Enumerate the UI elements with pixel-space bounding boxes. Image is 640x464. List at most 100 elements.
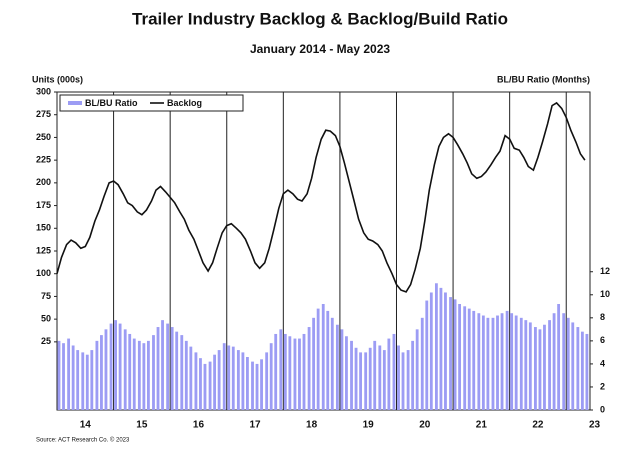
ratio-bar <box>401 352 405 410</box>
ratio-bar <box>330 317 334 410</box>
ratio-bar <box>566 317 570 410</box>
ratio-bar <box>166 323 170 410</box>
ratio-bar <box>175 331 179 410</box>
ratio-bar <box>213 354 217 410</box>
ratio-bar <box>128 333 132 410</box>
ratio-bar <box>534 327 537 410</box>
ratio-bar <box>524 320 528 410</box>
ratio-bar <box>439 287 443 410</box>
y-tick-label: 100 <box>36 268 51 278</box>
ratio-bar <box>514 315 518 410</box>
x-tick-label: 20 <box>419 420 431 431</box>
ratio-bar <box>274 333 278 410</box>
ratio-bar <box>326 310 330 410</box>
legend-label: Backlog <box>167 98 202 108</box>
y2-tick-label: 6 <box>600 335 605 345</box>
y2-axis-label: BL/BU Ratio (Months) <box>497 74 590 84</box>
ratio-bar <box>425 300 429 410</box>
ratio-bar <box>458 304 462 410</box>
x-tick-label: 16 <box>193 420 205 431</box>
ratio-bar <box>538 329 542 410</box>
ratio-bar <box>251 361 254 410</box>
ratio-bar <box>104 329 108 410</box>
ratio-bar <box>335 324 339 410</box>
backlog-line <box>56 101 586 293</box>
ratio-bar <box>283 333 287 410</box>
ratio-bar <box>95 340 99 410</box>
ratio-bar <box>302 333 306 410</box>
y2-tick-label: 0 <box>600 404 605 414</box>
ratio-bar <box>557 304 561 410</box>
ratio-bar <box>231 346 235 410</box>
y-axis-label: Units (000s) <box>32 74 83 84</box>
y-tick-label: 150 <box>36 223 51 233</box>
chart-subtitle: January 2014 - May 2023 <box>250 42 390 56</box>
ratio-bar <box>505 310 509 410</box>
x-tick-label: 22 <box>532 420 544 431</box>
ratio-bar <box>434 283 438 410</box>
ratio-bar <box>420 317 424 410</box>
ratio-bar <box>208 361 212 410</box>
ratio-bar <box>279 329 283 410</box>
x-tick-label: 15 <box>136 420 148 431</box>
ratio-bar <box>528 322 532 410</box>
ratio-bar <box>321 304 325 410</box>
ratio-bar <box>477 313 481 410</box>
ratio-bar <box>340 329 344 410</box>
ratio-bar <box>194 352 198 410</box>
ratio-bar <box>123 329 127 410</box>
ratio-bar <box>67 338 71 410</box>
ratio-bar <box>81 352 85 410</box>
ratio-bar <box>350 340 353 410</box>
x-tick-label: 18 <box>306 420 318 431</box>
ratio-bar <box>510 313 514 410</box>
y-tick-label: 175 <box>36 200 51 210</box>
y2-tick-label: 2 <box>600 381 605 391</box>
y2-tick-label: 8 <box>600 312 605 322</box>
y-tick-label: 250 <box>36 132 51 142</box>
ratio-bar <box>137 340 141 410</box>
ratio-bar <box>307 327 311 410</box>
ratio-bar <box>397 345 400 410</box>
ratio-bar <box>580 331 584 410</box>
x-tick-label: 14 <box>80 420 92 431</box>
ratio-bar <box>260 359 263 410</box>
ratio-bar <box>500 313 504 410</box>
y2-tick-label: 12 <box>600 266 610 276</box>
y-tick-label: 300 <box>36 86 51 96</box>
ratio-bar <box>552 313 556 410</box>
ratio-bar <box>449 297 452 410</box>
x-tick-label: 17 <box>249 420 261 431</box>
ratio-bar <box>406 350 410 410</box>
ratio-bar <box>373 340 377 410</box>
ratio-bar <box>312 317 316 410</box>
ratio-bar <box>444 292 447 410</box>
ratio-bar <box>109 323 113 410</box>
y2-tick-label: 10 <box>600 289 610 299</box>
ratio-bar <box>57 340 61 410</box>
x-tick-label: 21 <box>476 420 488 431</box>
ratio-bar <box>114 320 117 410</box>
ratio-bar <box>146 340 150 410</box>
ratio-bar <box>161 320 164 410</box>
ratio-bar <box>199 358 202 410</box>
ratio-bar <box>62 343 65 410</box>
ratio-bar <box>241 352 245 410</box>
ratio-bar <box>236 350 240 410</box>
ratio-bar <box>415 329 419 410</box>
y2-tick-label: 4 <box>600 358 605 368</box>
ratio-bar <box>392 333 396 410</box>
ratio-bar <box>378 345 382 410</box>
x-tick-label: 23 <box>589 420 601 431</box>
ratio-bar <box>368 347 372 410</box>
y-tick-label: 25 <box>41 336 51 346</box>
ratio-bar <box>387 338 391 410</box>
ratio-bar <box>156 327 160 410</box>
ratio-bar <box>227 345 231 410</box>
ratio-bar <box>345 336 348 410</box>
ratio-bar <box>472 310 476 410</box>
ratio-bar <box>203 363 207 410</box>
ratio-bar <box>142 343 146 410</box>
y-tick-label: 200 <box>36 177 51 187</box>
ratio-bar <box>486 317 490 410</box>
